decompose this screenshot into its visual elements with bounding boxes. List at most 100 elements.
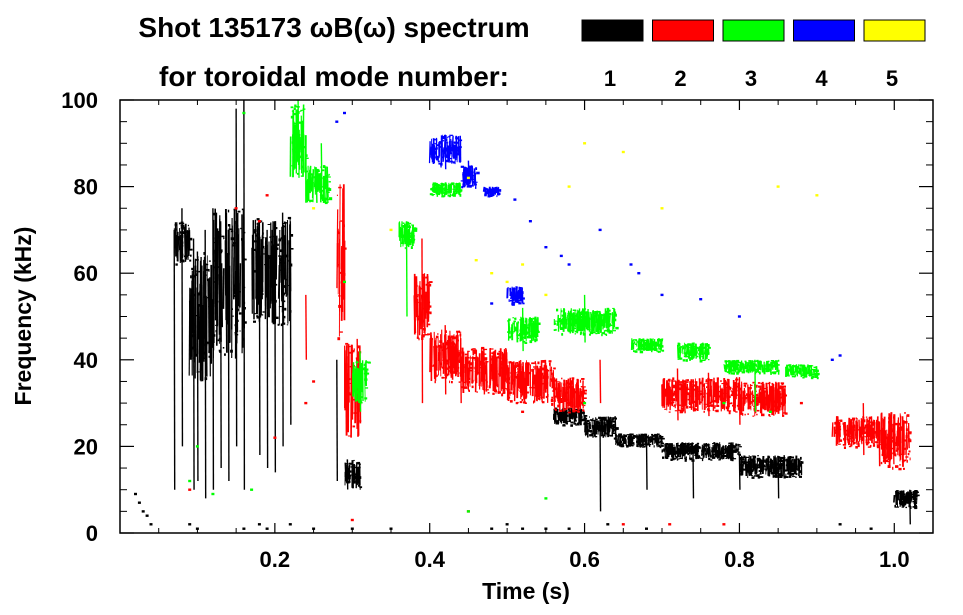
band-speck — [279, 261, 282, 264]
band-speck — [539, 373, 541, 376]
band-speck — [636, 349, 640, 351]
band-speck — [455, 189, 458, 192]
band-speck — [430, 338, 433, 341]
band-speck — [325, 175, 328, 179]
band-speck — [457, 186, 460, 188]
point — [490, 302, 494, 305]
band-speck — [891, 436, 894, 439]
band-speck — [810, 376, 814, 380]
band-speck — [569, 416, 573, 419]
band-speck — [690, 403, 692, 406]
band-speck — [724, 380, 727, 384]
band-speck — [565, 388, 568, 391]
band-speck — [793, 459, 796, 462]
band-speck — [518, 361, 521, 364]
band-speck — [427, 323, 431, 326]
band-speck — [264, 264, 267, 266]
band-speck — [857, 443, 860, 447]
band-speck — [527, 331, 530, 334]
band-speck — [279, 249, 282, 253]
band-speck — [537, 361, 540, 365]
band-speck — [681, 450, 684, 453]
band-speck — [446, 155, 449, 157]
band-stroke — [415, 281, 418, 319]
band-speck — [763, 368, 765, 372]
band-speck — [349, 475, 351, 478]
band-speck — [685, 351, 688, 355]
band-speck — [529, 340, 533, 344]
band-stroke — [787, 459, 791, 473]
band-speck — [522, 340, 526, 343]
band-speck — [699, 356, 701, 359]
band-speck — [656, 437, 660, 439]
band-stroke — [356, 368, 360, 389]
band-speck — [178, 236, 181, 239]
band-speck — [523, 377, 525, 380]
band-speck — [521, 399, 524, 402]
band-speck — [460, 165, 465, 168]
band-speck — [218, 306, 221, 308]
band-speck — [460, 146, 462, 149]
band-speck — [515, 317, 517, 321]
band-speck — [218, 337, 221, 340]
band-speck — [888, 417, 891, 420]
band-speck — [433, 151, 437, 154]
band-speck — [723, 409, 725, 411]
band-speck — [325, 190, 329, 193]
band-speck — [583, 410, 585, 412]
band-speck — [556, 308, 559, 312]
band-speck — [463, 175, 467, 178]
band-speck — [253, 320, 256, 323]
band-speck — [855, 432, 857, 435]
band-speck — [672, 377, 675, 381]
band-speck — [848, 424, 850, 426]
band-speck — [554, 323, 557, 325]
band-speck — [358, 388, 361, 391]
band-speck — [566, 414, 569, 417]
band-speck — [285, 278, 287, 281]
band-speck — [568, 419, 571, 422]
band-speck — [461, 356, 465, 359]
band-speck — [533, 326, 535, 328]
band-speck — [323, 200, 325, 202]
band-speck — [433, 345, 436, 348]
band-speck — [512, 299, 515, 301]
band-speck — [233, 295, 237, 298]
band-speck — [674, 410, 678, 412]
band-speck — [538, 392, 540, 396]
band-speck — [516, 298, 518, 300]
band-speck — [559, 319, 561, 323]
band-speck — [686, 444, 688, 446]
band-speck — [574, 314, 578, 317]
band-speck — [666, 446, 668, 449]
band-speck — [895, 506, 899, 508]
band-speck — [799, 470, 802, 474]
band-speck — [363, 372, 368, 375]
band-speck — [729, 446, 732, 449]
band-speck — [677, 455, 680, 457]
band-speck — [685, 446, 689, 449]
band-speck — [661, 349, 665, 352]
band-speck — [748, 402, 752, 404]
band-speck — [729, 455, 733, 459]
band-speck — [752, 400, 754, 402]
band-speck — [842, 422, 846, 425]
band-speck — [733, 402, 736, 405]
band-speck — [409, 239, 411, 242]
band-speck — [176, 250, 178, 252]
band-stroke — [893, 495, 896, 503]
band-speck — [581, 403, 584, 406]
band-speck — [495, 364, 498, 366]
band-speck — [495, 367, 497, 371]
band-speck — [757, 476, 761, 479]
band-speck — [689, 358, 691, 361]
band-speck — [568, 382, 570, 385]
band-speck — [607, 421, 611, 425]
band-speck — [661, 338, 663, 340]
band-speck — [263, 245, 265, 249]
band-speck — [192, 346, 194, 350]
band-speck — [637, 446, 639, 448]
band-speck — [673, 405, 675, 407]
band-stroke — [763, 464, 766, 468]
band-speck — [904, 412, 906, 414]
